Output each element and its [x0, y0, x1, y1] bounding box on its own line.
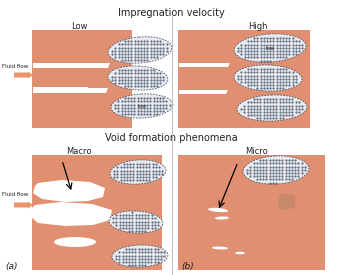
- Polygon shape: [33, 88, 108, 93]
- Text: Low: Low: [71, 22, 87, 31]
- Ellipse shape: [234, 65, 302, 91]
- Text: Impregnation velocity: Impregnation velocity: [118, 8, 225, 18]
- Text: Fluid flow: Fluid flow: [2, 192, 28, 197]
- Polygon shape: [32, 155, 162, 270]
- Ellipse shape: [237, 95, 307, 121]
- Polygon shape: [278, 193, 295, 210]
- Ellipse shape: [54, 237, 96, 247]
- Ellipse shape: [234, 34, 306, 62]
- Ellipse shape: [108, 66, 168, 90]
- Polygon shape: [33, 180, 105, 202]
- Ellipse shape: [111, 94, 173, 118]
- Polygon shape: [32, 30, 132, 128]
- Polygon shape: [33, 63, 90, 68]
- Text: Micro: Micro: [245, 147, 268, 156]
- Text: High: High: [248, 22, 268, 31]
- Text: Macro: Macro: [66, 147, 92, 156]
- Text: (b): (b): [181, 262, 194, 271]
- Polygon shape: [33, 63, 110, 68]
- Ellipse shape: [235, 252, 245, 254]
- Polygon shape: [178, 155, 325, 270]
- FancyArrow shape: [14, 202, 33, 208]
- Ellipse shape: [109, 211, 163, 233]
- Ellipse shape: [212, 246, 228, 249]
- Text: tow: tow: [265, 45, 274, 51]
- Polygon shape: [179, 63, 230, 67]
- Ellipse shape: [243, 156, 309, 184]
- Polygon shape: [178, 30, 310, 128]
- FancyArrow shape: [14, 72, 33, 78]
- Ellipse shape: [108, 37, 172, 63]
- Polygon shape: [33, 87, 88, 92]
- Ellipse shape: [110, 160, 166, 184]
- Polygon shape: [179, 90, 228, 94]
- Ellipse shape: [208, 208, 228, 212]
- Text: (a): (a): [5, 262, 17, 271]
- Ellipse shape: [215, 216, 229, 219]
- Text: tow: tow: [138, 103, 146, 109]
- Text: Fluid flow: Fluid flow: [2, 64, 28, 68]
- Polygon shape: [30, 202, 112, 226]
- Text: Void formation phenomena: Void formation phenomena: [105, 133, 238, 143]
- Ellipse shape: [112, 245, 168, 267]
